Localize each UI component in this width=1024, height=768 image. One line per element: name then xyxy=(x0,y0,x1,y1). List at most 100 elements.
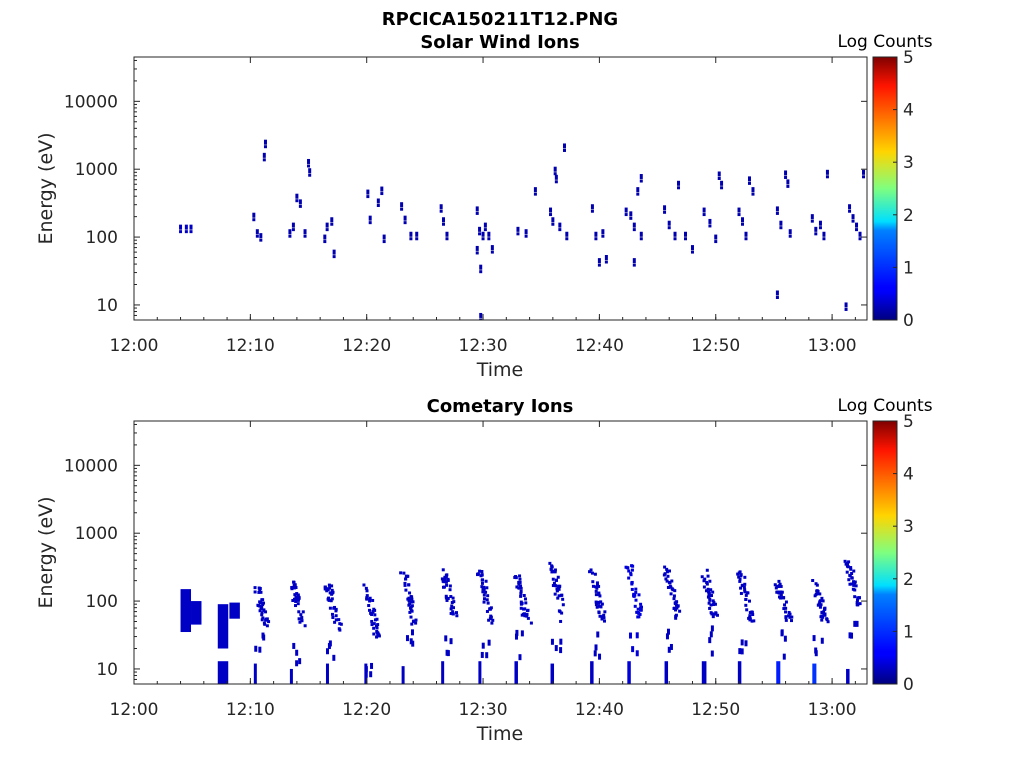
data-cell xyxy=(408,591,412,595)
data-cell xyxy=(525,614,529,618)
colorbar-tick-label: 0 xyxy=(903,311,914,331)
y-tick-label: 100 xyxy=(86,592,118,612)
data-cell xyxy=(482,593,486,597)
data-cell xyxy=(443,575,447,579)
data-cell xyxy=(664,577,668,581)
data-cell xyxy=(408,606,412,610)
data-cell xyxy=(708,598,712,602)
data-cell xyxy=(782,653,786,660)
data-cell xyxy=(515,629,519,636)
data-cell xyxy=(523,614,527,618)
data-cell xyxy=(408,610,412,614)
data-cell xyxy=(484,579,488,583)
data-cell xyxy=(712,601,716,605)
data-cell xyxy=(815,583,819,587)
x-tick-label: 12:10 xyxy=(226,700,275,720)
data-cell xyxy=(487,237,491,241)
data-cell xyxy=(295,660,299,667)
data-cell xyxy=(370,623,374,627)
data-cell xyxy=(594,231,598,237)
data-cell xyxy=(404,577,408,581)
data-cell xyxy=(255,234,259,238)
data-cell xyxy=(366,189,370,195)
data-cell xyxy=(490,250,494,254)
data-cell xyxy=(602,619,606,623)
data-cell xyxy=(588,570,592,574)
data-cell xyxy=(480,570,484,574)
data-cell xyxy=(479,270,483,274)
data-cell xyxy=(632,263,636,267)
data-cell xyxy=(380,192,384,196)
data-cell xyxy=(635,650,639,657)
data-cell xyxy=(714,240,718,244)
data-cell xyxy=(639,608,643,612)
data-cell xyxy=(635,610,639,614)
data-cell xyxy=(298,199,302,205)
data-cell xyxy=(743,575,747,579)
data-cell xyxy=(559,593,563,597)
data-cell xyxy=(409,638,413,645)
colorbar-tick-label: 5 xyxy=(903,48,914,68)
data-cell xyxy=(776,590,780,594)
data-cell xyxy=(489,606,493,610)
data-cell xyxy=(519,591,523,595)
data-cell xyxy=(848,209,852,213)
data-cell xyxy=(737,571,741,575)
data-cell xyxy=(262,152,266,158)
data-cell xyxy=(549,213,553,217)
data-cell xyxy=(846,565,850,569)
data-cell xyxy=(553,570,557,574)
data-cell xyxy=(439,204,443,210)
data-cell xyxy=(637,593,641,597)
data-cell xyxy=(410,629,414,636)
data-cell xyxy=(629,573,633,577)
data-cell xyxy=(368,599,372,603)
x-tick-label: 12:50 xyxy=(691,336,740,356)
y-axis-label: Energy (eV) xyxy=(35,132,57,244)
data-cell xyxy=(288,229,292,235)
data-cell xyxy=(330,597,334,601)
data-cell xyxy=(562,148,566,152)
data-cell xyxy=(820,596,824,600)
data-cell xyxy=(601,234,605,238)
colorbar-tick-label: 4 xyxy=(903,465,914,485)
data-cell xyxy=(298,658,302,665)
data-cell xyxy=(846,668,850,684)
data-cell xyxy=(847,578,851,582)
data-cell xyxy=(444,596,448,600)
data-cell xyxy=(667,226,671,230)
data-cell xyxy=(362,583,366,587)
data-cell xyxy=(561,597,565,601)
data-cell xyxy=(368,221,372,225)
data-cell xyxy=(338,622,342,626)
data-cell xyxy=(263,145,267,149)
data-cell xyxy=(518,654,522,661)
data-cell xyxy=(441,217,445,223)
data-cell xyxy=(603,610,607,614)
data-cell xyxy=(743,582,747,586)
data-cell xyxy=(371,598,375,602)
data-cell xyxy=(788,229,792,235)
data-cell xyxy=(483,222,487,228)
data-cell xyxy=(594,600,598,604)
data-cell xyxy=(743,588,747,592)
data-cell xyxy=(677,186,681,190)
data-cell xyxy=(826,620,830,624)
data-cell xyxy=(683,237,687,241)
data-cell xyxy=(484,590,488,594)
data-cell xyxy=(403,583,407,587)
data-cell xyxy=(748,615,752,619)
data-cell xyxy=(365,589,369,593)
data-cell xyxy=(779,226,783,230)
data-cell xyxy=(300,619,304,623)
data-cell xyxy=(325,648,329,655)
data-cell xyxy=(489,614,493,618)
data-cell xyxy=(668,584,672,588)
figure-title: RPCICA150211T12.PNG xyxy=(382,9,618,30)
data-cell xyxy=(849,567,853,571)
data-cell xyxy=(744,597,748,601)
data-cell xyxy=(717,171,721,177)
data-cell xyxy=(303,229,307,235)
data-cell xyxy=(444,594,448,598)
data-cell xyxy=(410,595,414,599)
